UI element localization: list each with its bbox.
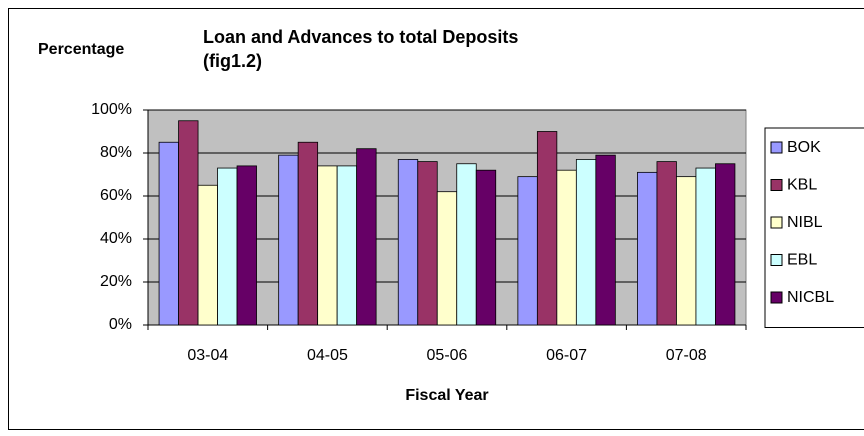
bar — [475, 169, 497, 326]
chart-subtitle: (fig1.2) — [203, 51, 262, 71]
bar — [217, 167, 238, 326]
bar — [197, 184, 218, 326]
bar — [278, 154, 299, 326]
legend-label: BOK — [787, 139, 821, 156]
bar — [637, 171, 658, 326]
bar — [178, 120, 199, 326]
legend-swatch — [770, 216, 783, 229]
x-tick-label: 07-08 — [666, 347, 707, 364]
y-tick-label: 60% — [100, 187, 132, 204]
bar — [676, 176, 697, 326]
bar — [595, 154, 616, 326]
chart-title: Loan and Advances to total Deposits — [203, 27, 518, 47]
bar — [417, 161, 438, 326]
bar — [656, 161, 677, 326]
y-tick-label: 40% — [100, 230, 132, 247]
x-tick-label: 04-05 — [307, 347, 348, 364]
bar — [536, 131, 558, 326]
bar — [158, 141, 179, 326]
y-tick-label: 20% — [100, 273, 132, 290]
bar — [356, 148, 377, 326]
bar — [436, 191, 458, 326]
x-tick-label: 05-06 — [427, 347, 468, 364]
x-tick-label: 03-04 — [187, 347, 228, 364]
legend-label: EBL — [787, 252, 817, 269]
bar — [556, 169, 577, 326]
bar — [575, 159, 597, 326]
bar — [695, 167, 716, 326]
y-tick-label: 100% — [91, 101, 132, 118]
y-tick-label: 80% — [100, 144, 132, 161]
legend-swatch — [770, 141, 783, 154]
legend-label: KBL — [787, 177, 817, 194]
legend-label: NICBL — [787, 289, 834, 306]
x-tick-label: 06-07 — [546, 347, 587, 364]
bar — [336, 165, 358, 326]
y-tick-label: 0% — [109, 316, 132, 333]
legend-swatch — [770, 291, 783, 304]
bar — [715, 163, 736, 326]
bar — [236, 165, 257, 326]
bar — [317, 165, 338, 326]
y-axis-label: Percentage — [38, 41, 124, 58]
legend-swatch — [770, 179, 783, 191]
bar — [517, 176, 538, 326]
x-axis-label: Fiscal Year — [405, 387, 488, 404]
legend-label: NIBL — [787, 214, 823, 231]
legend-swatch — [770, 254, 783, 266]
bar — [297, 141, 319, 326]
bar — [456, 163, 477, 326]
bar — [397, 159, 419, 326]
